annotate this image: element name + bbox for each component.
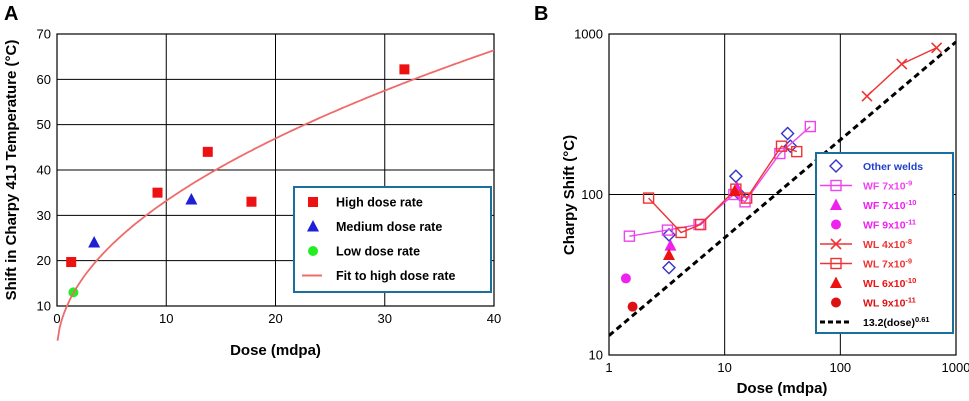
y-tick-50: 50: [37, 117, 51, 132]
x-tick-1: 1: [605, 360, 612, 375]
x-tick-1000: 1000: [942, 360, 969, 375]
legend-label-superscript: -10: [905, 276, 916, 285]
panel-b-label: B: [534, 3, 548, 25]
legend-label-other-welds: Other welds: [863, 161, 923, 173]
wf-7x10-9-point-0: [623, 230, 636, 242]
wl-7x10-9-point-1: [675, 226, 687, 239]
wf-7x10-9-point-1: [661, 224, 674, 236]
y-tick-20: 20: [37, 253, 51, 268]
legend-label-superscript: 0.61: [915, 315, 930, 324]
legend-label-wl-4x10-8: WL 4x10-8: [863, 237, 912, 252]
legend-label-superscript: -9: [906, 178, 913, 187]
x-tick-10: 10: [159, 311, 173, 326]
y-tick-70: 70: [37, 27, 51, 42]
panel-a-x-axis-label: Dose (mdpa): [230, 342, 321, 359]
panel-a-label: A: [4, 3, 18, 25]
legend-label-medium-dose-rate: Medium dose rate: [336, 220, 442, 234]
legend-label-wl-6x10-10: WL 6x10-10: [863, 276, 916, 291]
y-tick-100: 100: [581, 187, 603, 202]
wf-7x10-9-point-6: [804, 120, 817, 133]
panel-b-x-axis-label: Dose (mdpa): [737, 380, 828, 397]
other-welds-point-4: [780, 126, 795, 141]
legend-swatch-wf-7x10-9: [830, 179, 842, 192]
wl-6x10-10-point-0: [662, 248, 675, 260]
y-tick-60: 60: [37, 72, 51, 87]
x-tick-10: 10: [717, 360, 731, 375]
legend-label-wf-9x10-11: WF 9x10-11: [863, 217, 916, 232]
legend-swatch-wf-7x10-10: [830, 198, 842, 210]
wl-6x10-10-point-1: [728, 184, 741, 197]
legend-swatch-low-dose-rate: [308, 246, 318, 256]
legend-box: [293, 186, 492, 293]
legend-swatch-wl-9x10-11: [831, 297, 841, 308]
panel-a-grid: [57, 34, 494, 306]
high-dose-rate-point-4: [399, 64, 410, 75]
legend-label-superscript: -11: [906, 217, 916, 226]
legend-label-low-dose-rate: Low dose rate: [336, 245, 420, 259]
wl-4x10-8-point-1: [896, 58, 908, 70]
legend-swatch-wl-4x10-8: [830, 238, 842, 250]
legend-label-wf-7x10-9: WF 7x10-9: [863, 178, 912, 193]
fit-line-fit-to-high-dose-rate: [56, 49, 495, 341]
legend-swatch-wl-6x10-10: [830, 276, 842, 288]
y-tick-1000: 1000: [574, 27, 603, 42]
fit-line-13-2-dose-0-61: [609, 40, 956, 337]
high-dose-rate-point-3: [246, 196, 257, 207]
wl-7x10-9-point-5: [775, 140, 788, 152]
wl-7x10-9-point-0: [642, 192, 655, 204]
y-tick-30: 30: [37, 208, 51, 223]
legend-swatch-wf-9x10-11: [831, 219, 841, 230]
legend-label-wf-7x10-10: WF 7x10-10: [863, 198, 916, 213]
legend-label-superscript: -10: [906, 198, 917, 207]
legend-label-superscript: -11: [905, 295, 915, 304]
other-welds-point-1: [661, 260, 676, 275]
x-tick-0: 0: [53, 311, 60, 326]
wf-7x10-10-point-0: [664, 239, 677, 251]
x-tick-30: 30: [378, 311, 392, 326]
wf-9x10-11-point-0: [620, 273, 631, 284]
wl-7x10-9-point-2: [694, 218, 707, 231]
legend-label-13-2-dose-0-61: 13.2(dose)0.61: [863, 315, 930, 330]
legend-label-wl-9x10-11: WL 9x10-11: [863, 295, 916, 310]
legend-label-high-dose-rate: High dose rate: [336, 196, 423, 210]
panel-b-legend: Other welds WF 7x10-9 WF 7x10-10 WF 9x10-11…: [815, 152, 954, 334]
panel-b-y-axis-label: Charpy Shift (°C): [561, 135, 578, 255]
legend-swatch-wl-7x10-9: [830, 257, 842, 270]
panel-a-legend: High dose rate Medium dose rate Low dose r…: [293, 186, 492, 293]
medium-dose-rate-point-1: [185, 192, 198, 205]
high-dose-rate-point-2: [202, 146, 213, 157]
panel-a-data: [56, 49, 495, 341]
legend-label-superscript: -8: [905, 237, 912, 246]
wl-4x10-8-point-2: [931, 42, 943, 54]
wl-9x10-11-point-0: [627, 301, 638, 312]
high-dose-rate-point-0: [66, 257, 77, 268]
legend-label-fit-to-high-dose-rate: Fit to high dose rate: [336, 269, 455, 283]
x-tick-100: 100: [829, 360, 851, 375]
high-dose-rate-point-1: [152, 187, 163, 198]
legend-label-wl-7x10-9: WL 7x10-9: [863, 256, 912, 271]
legend-swatch-other-welds: [829, 159, 843, 173]
panel-a-y-axis-label: Shift in Charpy 41J Temperature (°C): [3, 40, 20, 301]
wl-7x10-9-point-6: [791, 145, 803, 158]
y-tick-10: 10: [37, 299, 51, 314]
medium-dose-rate-point-0: [88, 236, 101, 248]
wl-4x10-8-point-0: [861, 90, 873, 102]
y-tick-10: 10: [589, 348, 603, 363]
x-tick-40: 40: [487, 311, 501, 326]
panel-b-data: [609, 40, 956, 337]
legend-swatch-high-dose-rate: [308, 197, 318, 207]
wl-7x10-9-point-4: [740, 192, 753, 204]
y-tick-40: 40: [37, 163, 51, 178]
legend-swatch-medium-dose-rate: [307, 220, 319, 232]
legend-label-superscript: -9: [905, 256, 912, 265]
other-welds-point-2: [728, 169, 743, 184]
x-tick-20: 20: [268, 311, 282, 326]
